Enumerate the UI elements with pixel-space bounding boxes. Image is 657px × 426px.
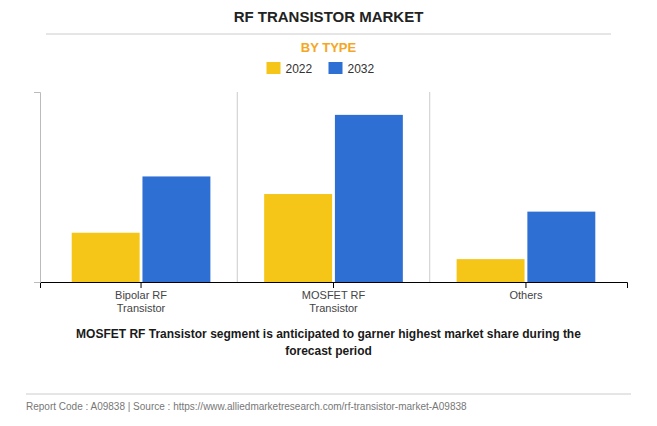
bar bbox=[72, 233, 140, 282]
legend: 2022 2032 bbox=[267, 62, 375, 76]
title-rule bbox=[46, 34, 611, 35]
footer: Report Code : A09838 | Source : https://… bbox=[26, 401, 467, 412]
x-tick-mark bbox=[141, 282, 142, 288]
legend-item: 2032 bbox=[329, 62, 375, 76]
group-divider bbox=[429, 92, 430, 282]
y-axis-line bbox=[34, 93, 41, 283]
subtitle: BY TYPE bbox=[301, 40, 357, 55]
legend-swatch bbox=[329, 62, 343, 74]
bar bbox=[335, 115, 403, 282]
title: RF TRANSISTOR MARKET bbox=[234, 8, 424, 25]
x-tick-label: Bipolar RFTransistor bbox=[115, 289, 167, 314]
footer-rule bbox=[26, 394, 631, 395]
x-tick-mark bbox=[525, 282, 526, 288]
bar bbox=[264, 194, 332, 282]
annotation: MOSFET RF Transistor segment is anticipa… bbox=[76, 327, 581, 358]
x-axis: Bipolar RFTransistor MOSFET RFTransistor O… bbox=[41, 282, 628, 314]
x-tick-mark bbox=[333, 282, 334, 288]
chart: RF TRANSISTOR MARKET BY TYPE 2022 2032 Bipol… bbox=[0, 0, 657, 426]
x-tick-label: Others bbox=[509, 289, 543, 301]
legend-swatch bbox=[267, 62, 281, 74]
x-tick: MOSFET RFTransistor bbox=[302, 282, 366, 314]
x-tick-label: MOSFET RFTransistor bbox=[302, 289, 366, 314]
group-divider bbox=[237, 92, 238, 282]
dividers bbox=[237, 92, 429, 282]
bar bbox=[527, 212, 595, 282]
x-tick: Others bbox=[509, 282, 543, 301]
x-axis-line bbox=[41, 283, 628, 289]
x-tick: Bipolar RFTransistor bbox=[115, 282, 167, 314]
bar bbox=[457, 259, 525, 282]
bars bbox=[72, 115, 596, 282]
legend-label: 2032 bbox=[348, 62, 375, 76]
bar bbox=[142, 176, 210, 282]
legend-label: 2022 bbox=[286, 62, 313, 76]
y-axis bbox=[34, 93, 41, 283]
legend-item: 2022 bbox=[267, 62, 313, 76]
